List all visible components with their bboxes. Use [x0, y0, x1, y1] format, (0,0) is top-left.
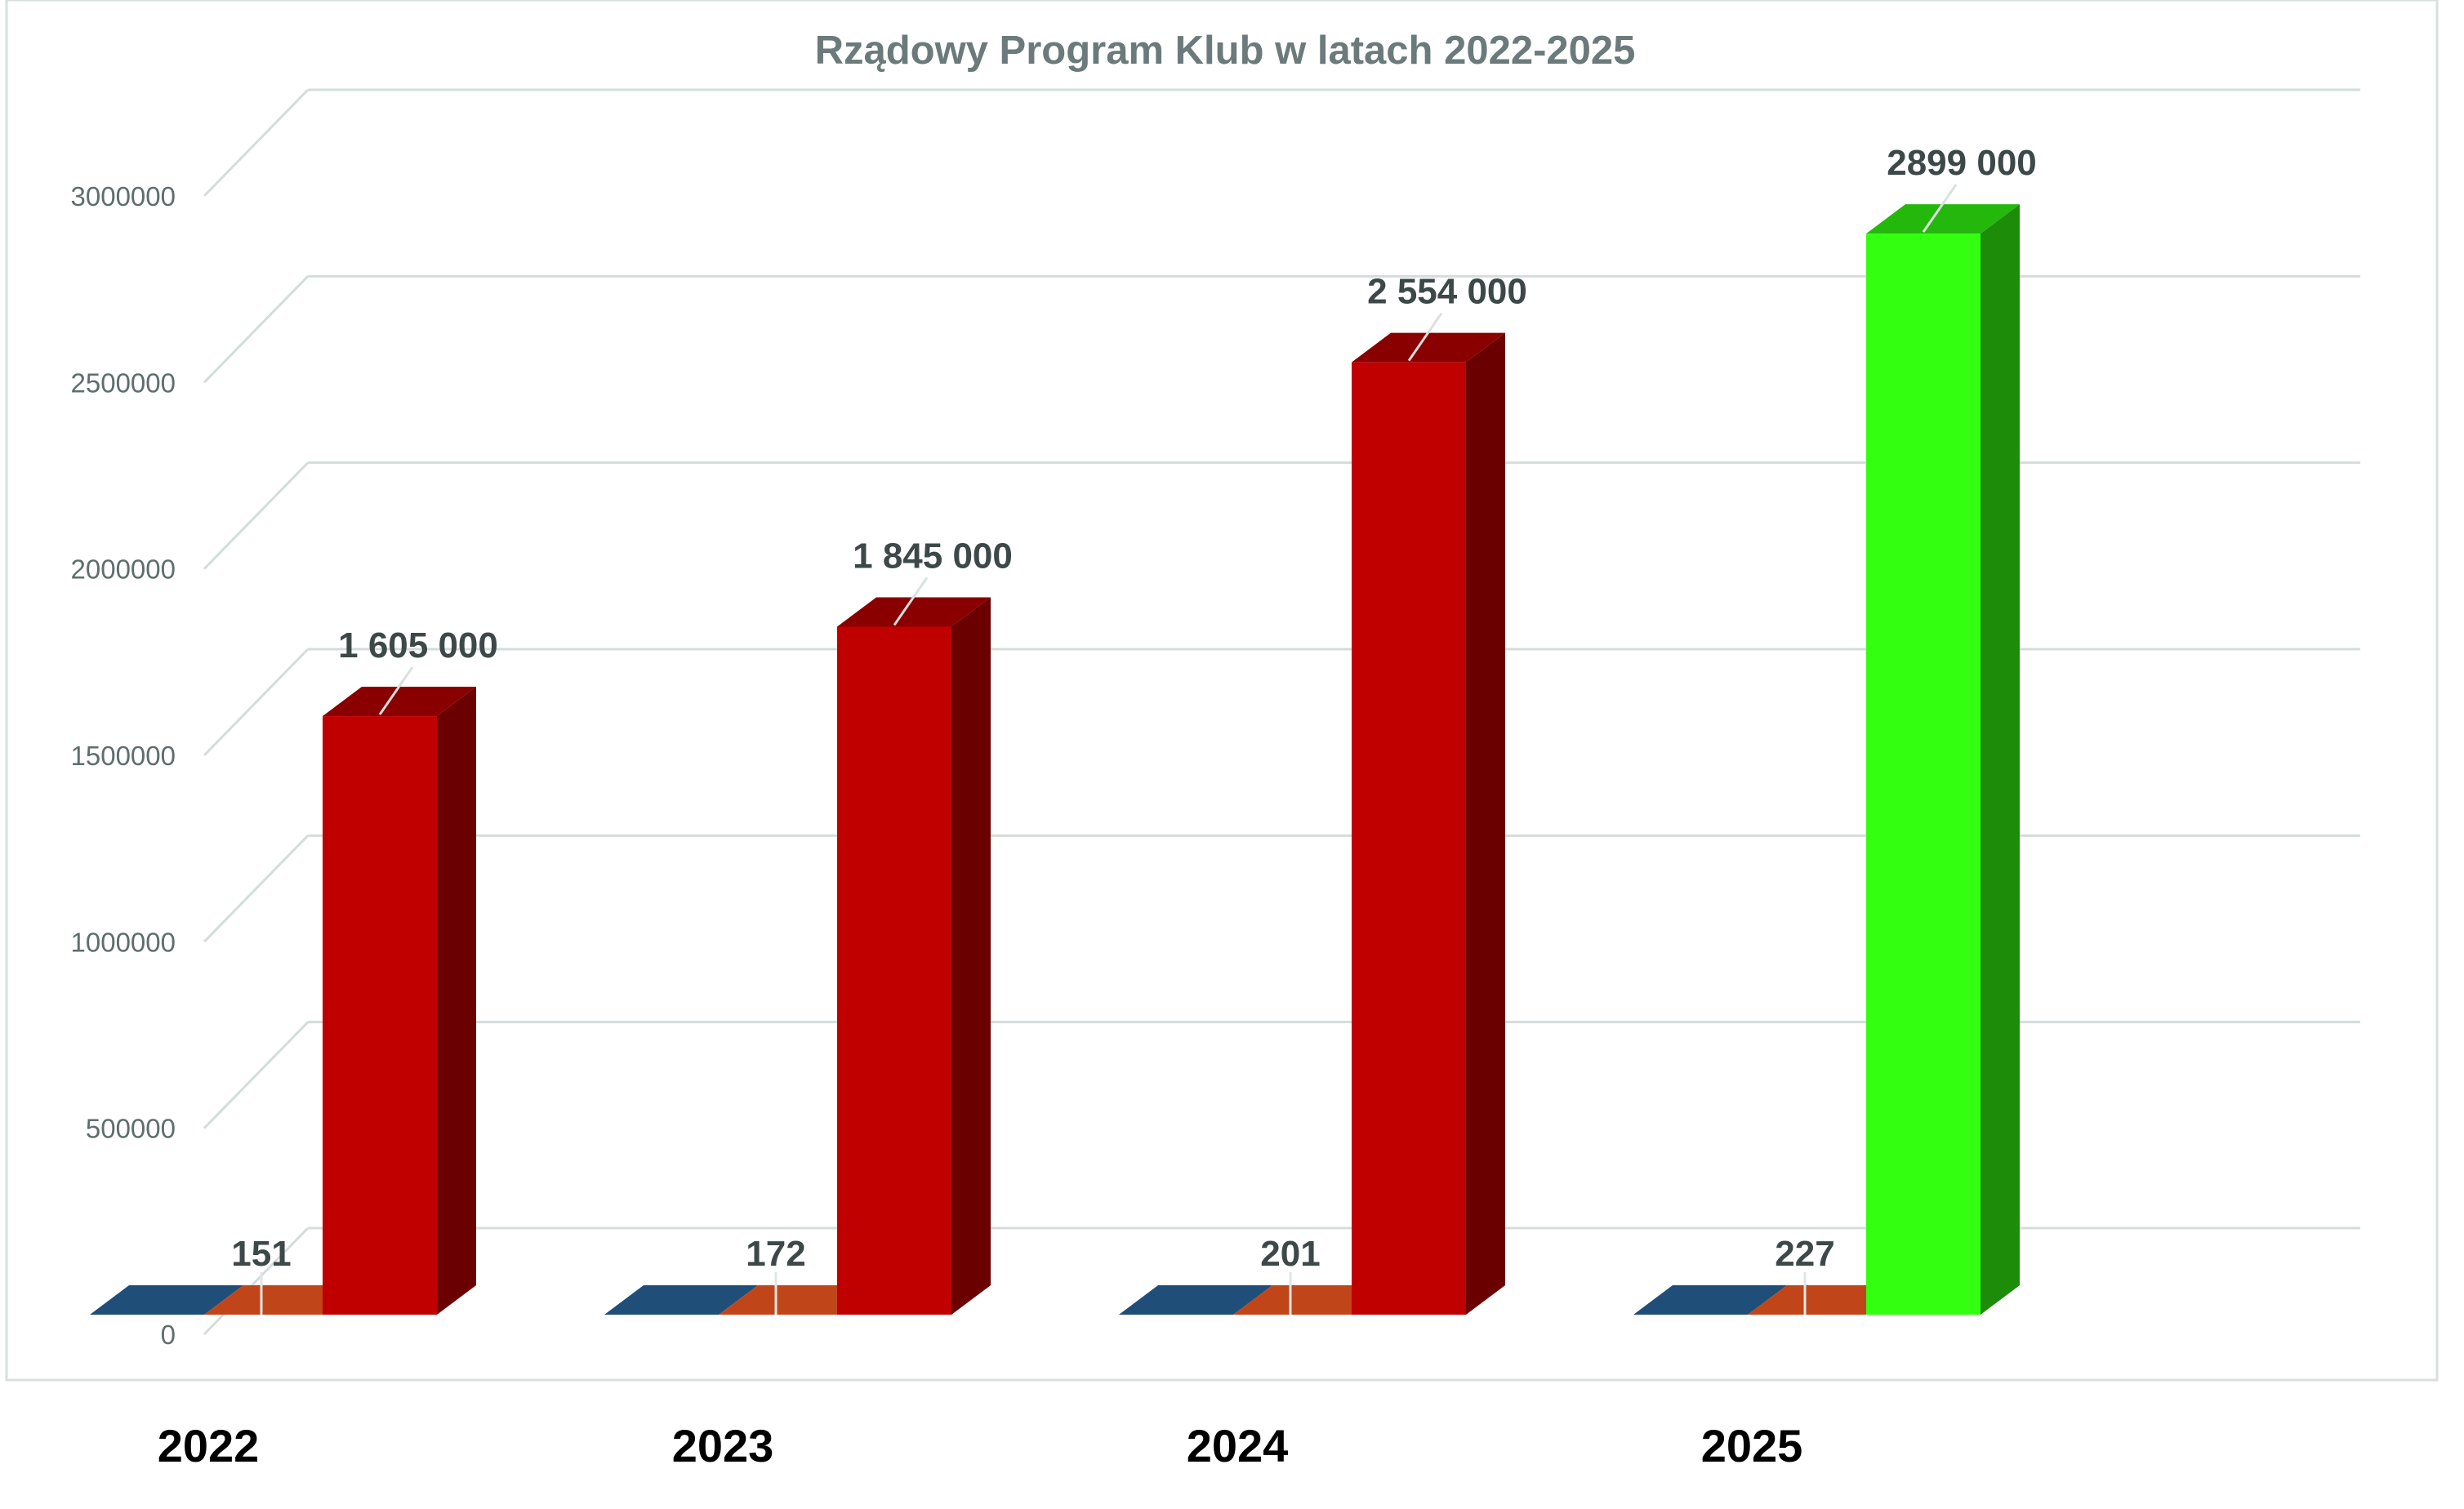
label-leader [893, 576, 929, 626]
bar-top [1352, 332, 1505, 363]
gridline-diagonal [203, 648, 310, 757]
bar-series2 [1748, 1285, 1905, 1315]
label-leader [1407, 312, 1443, 362]
y-tick-label: 500000 [86, 1114, 176, 1144]
y-tick-label: 0 [161, 1320, 176, 1350]
bar-series3 [837, 626, 951, 1315]
bar-series3 [1352, 362, 1466, 1315]
bar-top [1866, 204, 2020, 234]
x-axis: 2022 2023 2024 2025 [158, 1420, 1803, 1471]
gridline-diagonal [203, 1226, 310, 1336]
y-tick-label: 2000000 [71, 554, 176, 585]
bar-side [951, 597, 991, 1315]
gridline-diagonal [203, 88, 310, 198]
bar-series3 [1866, 234, 1981, 1315]
bar-side [437, 687, 476, 1315]
data-label-series3: 1 605 000 [338, 625, 498, 665]
bar-top [323, 687, 476, 717]
gridline-diagonal [203, 1021, 310, 1129]
data-labels: 1 605 000 151 1 845 000 172 2 554 000 201 2899… [231, 143, 2037, 1315]
bar-series1 [1119, 1285, 1272, 1315]
data-label-series2: 227 [1775, 1234, 1834, 1274]
data-label-series2: 172 [746, 1234, 805, 1274]
bar-side [1981, 204, 2020, 1315]
data-label-series2: 201 [1260, 1234, 1320, 1274]
bar-side [1466, 332, 1505, 1315]
bar-series3 [323, 716, 437, 1315]
y-tick-label: 1500000 [71, 741, 176, 771]
y-tick-label: 1000000 [71, 927, 176, 957]
data-label-series3: 2899 000 [1887, 143, 2037, 183]
label-leader [1922, 184, 1958, 233]
y-axis: 0 500000 1000000 1500000 2000000 2500000 30000… [71, 181, 176, 1350]
data-label-series3: 1 845 000 [853, 536, 1013, 576]
chart-title: Rządowy Program Klub w latach 2022-2025 [815, 29, 1636, 73]
bar-series2 [204, 1285, 362, 1315]
bar-series2 [1233, 1285, 1391, 1315]
bars [90, 204, 2020, 1315]
bar-series1 [1633, 1285, 1787, 1315]
data-label-series3: 2 554 000 [1367, 272, 1527, 312]
bar-top [837, 597, 991, 627]
data-label-series2: 151 [231, 1234, 291, 1274]
x-tick-label: 2025 [1701, 1420, 1803, 1471]
y-tick-label: 2500000 [71, 367, 176, 398]
x-tick-label: 2022 [158, 1420, 260, 1471]
bar-series2 [719, 1285, 876, 1315]
bar-series1 [604, 1285, 758, 1315]
label-leader [378, 666, 414, 715]
bar-series1 [90, 1285, 243, 1315]
gridline-diagonal [203, 275, 310, 384]
x-tick-label: 2023 [672, 1420, 774, 1471]
x-tick-label: 2024 [1187, 1420, 1289, 1471]
gridline-diagonal [203, 461, 310, 570]
y-tick-label: 3000000 [71, 181, 176, 211]
gridline-diagonal [203, 835, 310, 943]
